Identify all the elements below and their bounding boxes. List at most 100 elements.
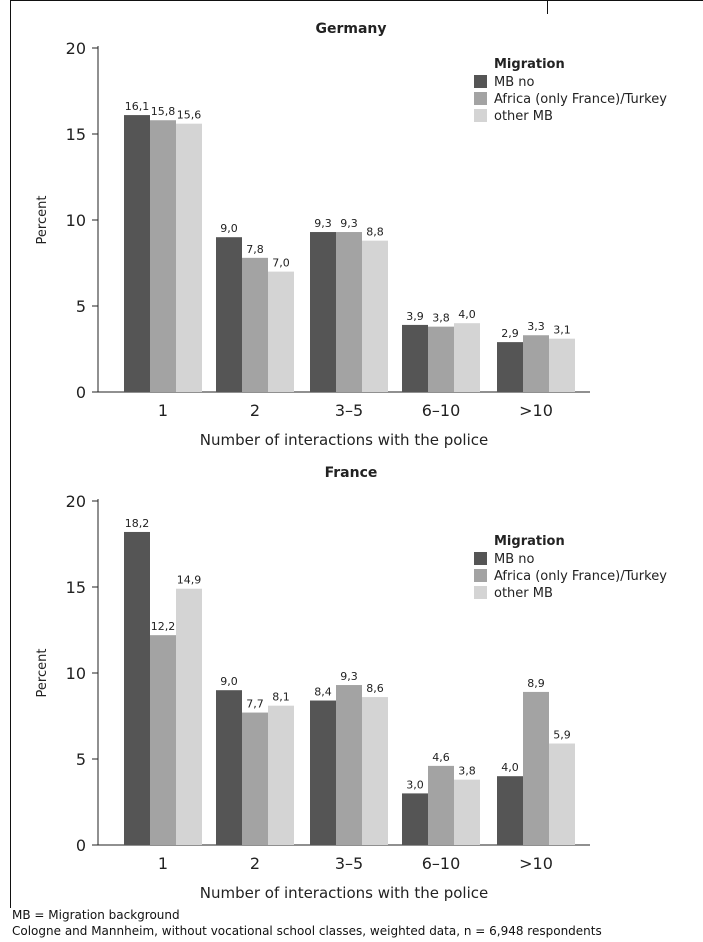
bar-value-label: 18,2: [125, 517, 150, 530]
bar: [310, 700, 336, 845]
y-tick-label: 5: [76, 297, 86, 316]
bar-value-label: 3,3: [527, 320, 545, 333]
y-tick-label: 10: [66, 211, 86, 230]
bar-value-label: 9,0: [220, 222, 238, 235]
y-tick-label: 15: [66, 578, 86, 597]
y-axis-label: Percent: [35, 196, 50, 245]
legend-swatch: [474, 109, 487, 122]
bar-value-label: 8,8: [366, 226, 384, 239]
frame-top-border: [10, 0, 703, 1]
x-tick-label: 1: [158, 854, 168, 873]
bar: [402, 793, 428, 845]
bar: [362, 240, 388, 392]
legend-swatch: [474, 92, 487, 105]
y-tick-label: 10: [66, 664, 86, 683]
bar-value-label: 8,1: [272, 691, 290, 704]
chart-title: Germany: [315, 21, 386, 37]
bar: [497, 342, 523, 392]
bar: [124, 115, 150, 392]
bar: [523, 691, 549, 845]
bar-value-label: 9,3: [340, 217, 358, 230]
legend-swatch: [474, 586, 487, 599]
x-tick-label: 2: [250, 854, 260, 873]
x-tick-label: 2: [250, 401, 260, 420]
bar: [523, 335, 549, 392]
y-tick-label: 0: [76, 383, 86, 402]
bar-value-label: 14,9: [177, 574, 202, 587]
bar-value-label: 5,9: [553, 729, 571, 742]
chart-germany: Germany 0 5 10 15 20 Percent 16,1 15,8 15,6 1 9,0 7,…: [35, 21, 667, 449]
bar: [124, 531, 150, 845]
bar-value-label: 8,9: [527, 677, 545, 690]
bar: [216, 237, 242, 392]
bar-value-label: 7,8: [246, 243, 264, 256]
legend-label: other MB: [494, 586, 553, 601]
bar-value-label: 3,9: [406, 310, 424, 323]
frame-left-border: [10, 0, 11, 908]
y-tick-label: 20: [66, 492, 86, 511]
bar-value-label: 7,0: [272, 257, 290, 270]
x-tick-label: 3–5: [335, 854, 363, 873]
bar: [268, 271, 294, 392]
legend-title: Migration: [494, 57, 565, 72]
legend-label: MB no: [494, 552, 535, 567]
bar-value-label: 3,0: [406, 778, 424, 791]
x-tick-label: >10: [519, 854, 553, 873]
y-tick-label: 5: [76, 750, 86, 769]
y-axis-label: Percent: [35, 649, 50, 698]
bar: [242, 257, 268, 392]
bar: [428, 765, 454, 845]
bar: [150, 635, 176, 845]
bar-value-label: 8,6: [366, 682, 384, 695]
bar-value-label: 4,6: [432, 751, 450, 764]
bar: [454, 323, 480, 392]
bar: [268, 705, 294, 845]
x-tick-label: 6–10: [422, 854, 461, 873]
bar: [176, 588, 202, 845]
x-tick-label: 1: [158, 401, 168, 420]
legend-swatch: [474, 552, 487, 565]
bar-value-label: 9,3: [314, 217, 332, 230]
legend-label: Africa (only France)/Turkey: [494, 92, 667, 107]
legend-title: Migration: [494, 534, 565, 549]
bar: [428, 326, 454, 392]
bar: [336, 232, 362, 392]
bar-value-label: 15,6: [177, 109, 202, 122]
frame-tick: [547, 0, 548, 14]
legend-swatch: [474, 75, 487, 88]
bar: [336, 685, 362, 845]
bar: [310, 232, 336, 392]
legend-label: Africa (only France)/Turkey: [494, 569, 667, 584]
bar: [216, 690, 242, 845]
bar: [497, 776, 523, 845]
y-tick-label: 15: [66, 125, 86, 144]
y-tick-label: 20: [66, 39, 86, 58]
bar-value-label: 9,3: [340, 670, 358, 683]
y-tick-label: 0: [76, 836, 86, 855]
bar-value-label: 3,8: [432, 312, 450, 325]
x-tick-label: 3–5: [335, 401, 363, 420]
bar-value-label: 9,0: [220, 675, 238, 688]
bar-value-label: 2,9: [501, 327, 519, 340]
bar-value-label: 12,2: [151, 620, 176, 633]
x-axis-label: Number of interactions with the police: [200, 431, 488, 449]
bar-value-label: 4,0: [501, 761, 519, 774]
x-axis-label: Number of interactions with the police: [200, 884, 488, 902]
bar: [150, 120, 176, 393]
bar-value-label: 7,7: [246, 698, 264, 711]
bar-value-label: 3,8: [458, 765, 476, 778]
bar-value-label: 3,1: [553, 324, 571, 337]
bar: [176, 123, 202, 393]
chart-france: France 0 5 10 15 20 Percent 18,2 12,2 14,9 1 9,0 7,7…: [35, 465, 667, 902]
footnote-sample: Cologne and Mannheim, without vocational…: [12, 924, 602, 938]
chart-title: France: [325, 465, 378, 481]
bar: [549, 338, 575, 392]
legend-label: other MB: [494, 109, 553, 124]
bar: [362, 697, 388, 845]
bar-value-label: 8,4: [314, 686, 332, 699]
bar-value-label: 16,1: [125, 100, 150, 113]
legend-label: MB no: [494, 75, 535, 90]
x-tick-label: 6–10: [422, 401, 461, 420]
bar: [242, 712, 268, 845]
